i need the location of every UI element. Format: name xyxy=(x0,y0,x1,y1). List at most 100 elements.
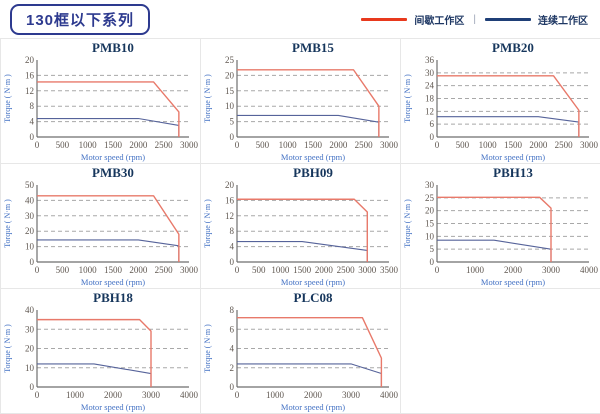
y-tick-label: 16 xyxy=(25,70,35,80)
y-tick-label: 30 xyxy=(425,68,435,78)
x-axis-title: Motor speed (rpm) xyxy=(481,277,545,287)
y-tick-label: 6 xyxy=(230,324,235,334)
series-intermittent xyxy=(37,81,180,137)
x-tick-label: 4000 xyxy=(380,390,399,400)
y-tick-label: 20 xyxy=(25,226,35,236)
x-tick-label: 0 xyxy=(435,140,440,150)
x-axis-title: Motor speed (rpm) xyxy=(281,402,345,412)
x-tick-label: 0 xyxy=(35,265,40,275)
y-tick-label: 10 xyxy=(25,242,35,252)
y-tick-label: 20 xyxy=(25,344,35,354)
chart-PBH13: PBH13 0 5 10 15 20 25 30 0 1000 2000 3000 4000 Motor … xyxy=(403,165,599,287)
y-tick-label: 0 xyxy=(230,132,235,142)
x-tick-label: 2000 xyxy=(129,140,148,150)
x-axis-title: Motor speed (rpm) xyxy=(481,152,545,162)
y-tick-label: 4 xyxy=(230,344,235,354)
x-tick-label: 1500 xyxy=(104,265,123,275)
x-tick-label: 0 xyxy=(235,390,240,400)
legend-line-intermittent-icon xyxy=(361,17,408,21)
x-tick-label: 2000 xyxy=(315,265,334,275)
series-intermittent xyxy=(237,317,383,387)
y-tick-label: 0 xyxy=(430,257,435,267)
x-tick-label: 2000 xyxy=(104,390,123,400)
x-tick-label: 3000 xyxy=(580,140,599,150)
y-tick-label: 6 xyxy=(430,119,435,129)
x-tick-label: 1500 xyxy=(104,140,123,150)
x-tick-label: 2500 xyxy=(337,265,356,275)
series-intermittent xyxy=(237,69,380,137)
y-tick-label: 20 xyxy=(425,206,435,216)
x-tick-label: 2000 xyxy=(504,265,523,275)
y-axis-title: Torque ( N·m ) xyxy=(403,199,412,248)
legend-label-continuous: 连续工作区 xyxy=(538,15,588,27)
x-tick-label: 3000 xyxy=(180,140,199,150)
charts-grid: PMB10 0 4 8 12 16 20 0 500 1000 1500 2000 2500 3000 Mo… xyxy=(0,38,600,414)
x-tick-label: 3000 xyxy=(542,265,561,275)
y-tick-label: 0 xyxy=(30,382,35,392)
y-axis-title: Torque ( N·m ) xyxy=(203,74,212,123)
series-continuous xyxy=(37,239,180,262)
x-tick-label: 3000 xyxy=(380,140,399,150)
y-axis-title: Torque ( N·m ) xyxy=(403,74,412,123)
y-tick-label: 40 xyxy=(25,195,35,205)
legend-line-continuous-icon xyxy=(485,17,531,21)
legend-separator: | xyxy=(473,13,476,25)
chart-cell-PMB15: PMB15 0 5 10 15 20 25 0 500 1000 1500 2000 2500 3000 M… xyxy=(201,39,401,164)
y-tick-label: 8 xyxy=(30,101,35,111)
x-axis-title: Motor speed (rpm) xyxy=(81,152,145,162)
y-tick-label: 18 xyxy=(425,94,435,104)
y-tick-label: 0 xyxy=(30,257,35,267)
chart-PLC08: PLC08 0 2 4 6 8 0 1000 2000 3000 4000 Motor speed (… xyxy=(203,290,399,412)
x-tick-label: 1000 xyxy=(466,265,485,275)
chart-cell-PMB30: PMB30 0 10 20 30 40 50 0 500 1000 1500 2000 2500 3000… xyxy=(1,164,201,289)
y-tick-label: 8 xyxy=(230,226,235,236)
x-tick-label: 2500 xyxy=(155,265,174,275)
series-continuous xyxy=(437,239,552,262)
series-continuous xyxy=(437,116,580,137)
x-tick-label: 1000 xyxy=(479,140,498,150)
y-tick-label: 15 xyxy=(225,86,235,96)
y-tick-label: 4 xyxy=(230,242,235,252)
y-tick-label: 10 xyxy=(425,231,435,241)
y-tick-label: 12 xyxy=(425,106,434,116)
y-tick-label: 40 xyxy=(25,305,35,315)
y-tick-label: 0 xyxy=(30,132,35,142)
y-tick-label: 8 xyxy=(230,305,235,315)
chart-cell-PBH09: PBH09 0 4 8 12 16 20 0 500 1000 1500 2000 2500 3000 35… xyxy=(201,164,401,289)
x-tick-label: 0 xyxy=(435,265,440,275)
x-tick-label: 1500 xyxy=(504,140,523,150)
y-tick-label: 5 xyxy=(230,117,235,127)
y-axis-title: Torque ( N·m ) xyxy=(3,74,12,123)
x-tick-label: 1000 xyxy=(79,140,98,150)
chart-title: PMB10 xyxy=(92,40,134,55)
x-axis-title: Motor speed (rpm) xyxy=(81,402,145,412)
y-tick-label: 12 xyxy=(225,211,234,221)
x-tick-label: 1000 xyxy=(279,140,298,150)
chart-cell-PMB10: PMB10 0 4 8 12 16 20 0 500 1000 1500 2000 2500 3000 Mo… xyxy=(1,39,201,164)
series-intermittent xyxy=(37,318,152,387)
chart-title: PLC08 xyxy=(294,290,334,305)
chart-title: PMB30 xyxy=(92,165,134,180)
y-axis-title: Torque ( N·m ) xyxy=(3,324,12,373)
x-tick-label: 3000 xyxy=(142,390,161,400)
x-tick-label: 1000 xyxy=(79,265,98,275)
x-tick-label: 3000 xyxy=(342,390,361,400)
x-tick-label: 1000 xyxy=(271,265,290,275)
x-axis-title: Motor speed (rpm) xyxy=(81,277,145,287)
x-tick-label: 3000 xyxy=(180,265,199,275)
chart-title: PBH13 xyxy=(493,165,533,180)
y-tick-label: 16 xyxy=(225,195,235,205)
y-tick-label: 20 xyxy=(225,180,235,190)
y-axis-title: Torque ( N·m ) xyxy=(3,199,12,248)
x-tick-label: 500 xyxy=(256,140,270,150)
legend-label-intermittent: 间歇工作区 xyxy=(414,15,465,27)
y-axis-title: Torque ( N·m ) xyxy=(203,324,212,373)
y-tick-label: 20 xyxy=(225,70,235,80)
chart-cell-PBH13: PBH13 0 5 10 15 20 25 30 0 1000 2000 3000 4000 Motor … xyxy=(401,164,600,289)
chart-cell-PMB20: PMB20 0 6 12 18 24 30 36 0 500 1000 1500 2000 2500 300… xyxy=(401,39,600,164)
x-tick-label: 500 xyxy=(252,265,266,275)
y-tick-label: 25 xyxy=(225,55,235,65)
y-tick-label: 30 xyxy=(425,180,435,190)
y-tick-label: 2 xyxy=(230,363,235,373)
